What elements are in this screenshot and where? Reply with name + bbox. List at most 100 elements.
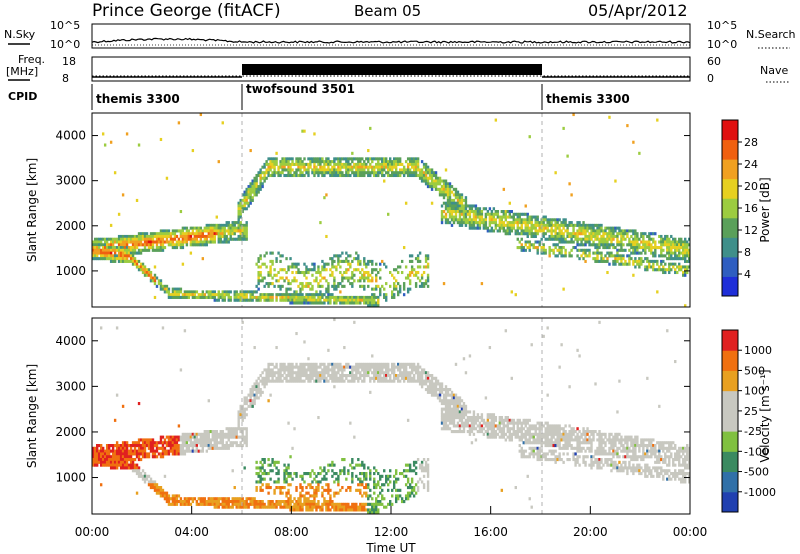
data-cell: [361, 362, 364, 366]
data-cell: [95, 449, 99, 453]
data-cell: [335, 171, 338, 175]
data-cell: [183, 237, 187, 241]
data-cell: [283, 371, 286, 375]
data-cell: [307, 374, 310, 378]
data-cell: [379, 376, 382, 380]
data-cell: [688, 243, 691, 247]
data-cell: [193, 232, 197, 236]
data-cell: [203, 240, 207, 244]
data-cell: [450, 204, 454, 208]
data-cell: [257, 480, 260, 484]
data-cell: [113, 463, 117, 467]
data-cell: [111, 254, 115, 258]
data-cell: [285, 472, 288, 476]
data-cell: [317, 376, 320, 380]
data-cell: [359, 365, 362, 369]
data-cell: [143, 449, 147, 453]
data-cell: [319, 165, 322, 169]
data-cell: [357, 477, 360, 481]
data-cell: [289, 371, 292, 375]
data-cell: [185, 435, 189, 439]
data-cell: [365, 157, 368, 161]
data-cell: [99, 460, 103, 464]
data-cell: [588, 240, 591, 244]
data-cell: [171, 497, 175, 501]
data-cell: [293, 365, 296, 369]
data-cell: [92, 446, 95, 450]
data-cell: [275, 371, 278, 375]
data-cell: [315, 168, 318, 172]
data-cell: [628, 243, 631, 247]
data-cell: [327, 301, 330, 305]
data-cell: [235, 441, 238, 445]
data-cell: [367, 295, 370, 299]
data-cell: [227, 232, 230, 236]
data-cell: [331, 376, 334, 380]
data-cell: [580, 243, 583, 247]
data-cell: [323, 488, 326, 492]
data-cell: [92, 246, 95, 250]
data-cell: [351, 508, 354, 512]
data-cell: [632, 240, 635, 244]
data-cell: [271, 362, 274, 366]
data-cell: [99, 458, 103, 462]
data-cell: [273, 374, 276, 378]
data-cell: [167, 243, 171, 247]
data-cell: [171, 452, 175, 456]
data-cell: [321, 505, 324, 509]
data-cell: [183, 234, 187, 239]
data-cell: [313, 265, 316, 269]
data-cell: [672, 265, 675, 269]
data-cell: [353, 365, 356, 369]
data-cell: [167, 452, 171, 456]
data-cell: [93, 463, 97, 467]
data-cell: [458, 212, 462, 216]
data-cell: [221, 432, 224, 436]
data-cell: [456, 204, 460, 208]
data-cell: [522, 232, 525, 236]
data-cell: [458, 204, 462, 208]
data-cell: [574, 246, 577, 250]
data-cell: [363, 502, 366, 506]
data-cell: [247, 502, 250, 506]
data-cell: [133, 466, 137, 470]
data-cell: [275, 486, 278, 490]
data-cell: [325, 298, 328, 302]
data-cell: [183, 226, 187, 230]
data-cell: [133, 246, 137, 250]
data-cell: [365, 276, 368, 280]
data-cell: [420, 171, 424, 175]
data-cell: [251, 190, 254, 194]
data-cell: [121, 404, 125, 408]
data-cell: [243, 500, 246, 504]
data-cell: [117, 243, 121, 247]
data-cell: [113, 455, 117, 459]
data-cell: [309, 365, 312, 369]
data-cell: [237, 500, 240, 504]
data-cell: [267, 379, 270, 383]
data-cell: [93, 246, 97, 250]
data-cell: [263, 472, 266, 476]
data-cell: [650, 237, 653, 241]
data-cell: [245, 407, 248, 411]
data-cell: [245, 290, 248, 294]
data-cell: [275, 279, 278, 283]
data-cell: [283, 298, 286, 302]
data-cell: [387, 483, 390, 487]
data-cell: [307, 270, 310, 275]
data-cell: [391, 171, 394, 175]
data-cell: [133, 240, 137, 244]
data-cell: [422, 284, 426, 288]
data-cell: [492, 229, 496, 233]
data-cell: [241, 435, 244, 439]
data-cell: [394, 284, 398, 288]
data-cell: [596, 248, 599, 252]
data-cell: [141, 477, 145, 481]
data-cell: [215, 500, 218, 504]
data-cell: [385, 474, 388, 478]
data-cell: [257, 187, 260, 191]
data-cell: [183, 290, 187, 294]
data-cell: [349, 282, 352, 286]
data-cell: [287, 162, 290, 166]
data-cell: [416, 265, 420, 269]
